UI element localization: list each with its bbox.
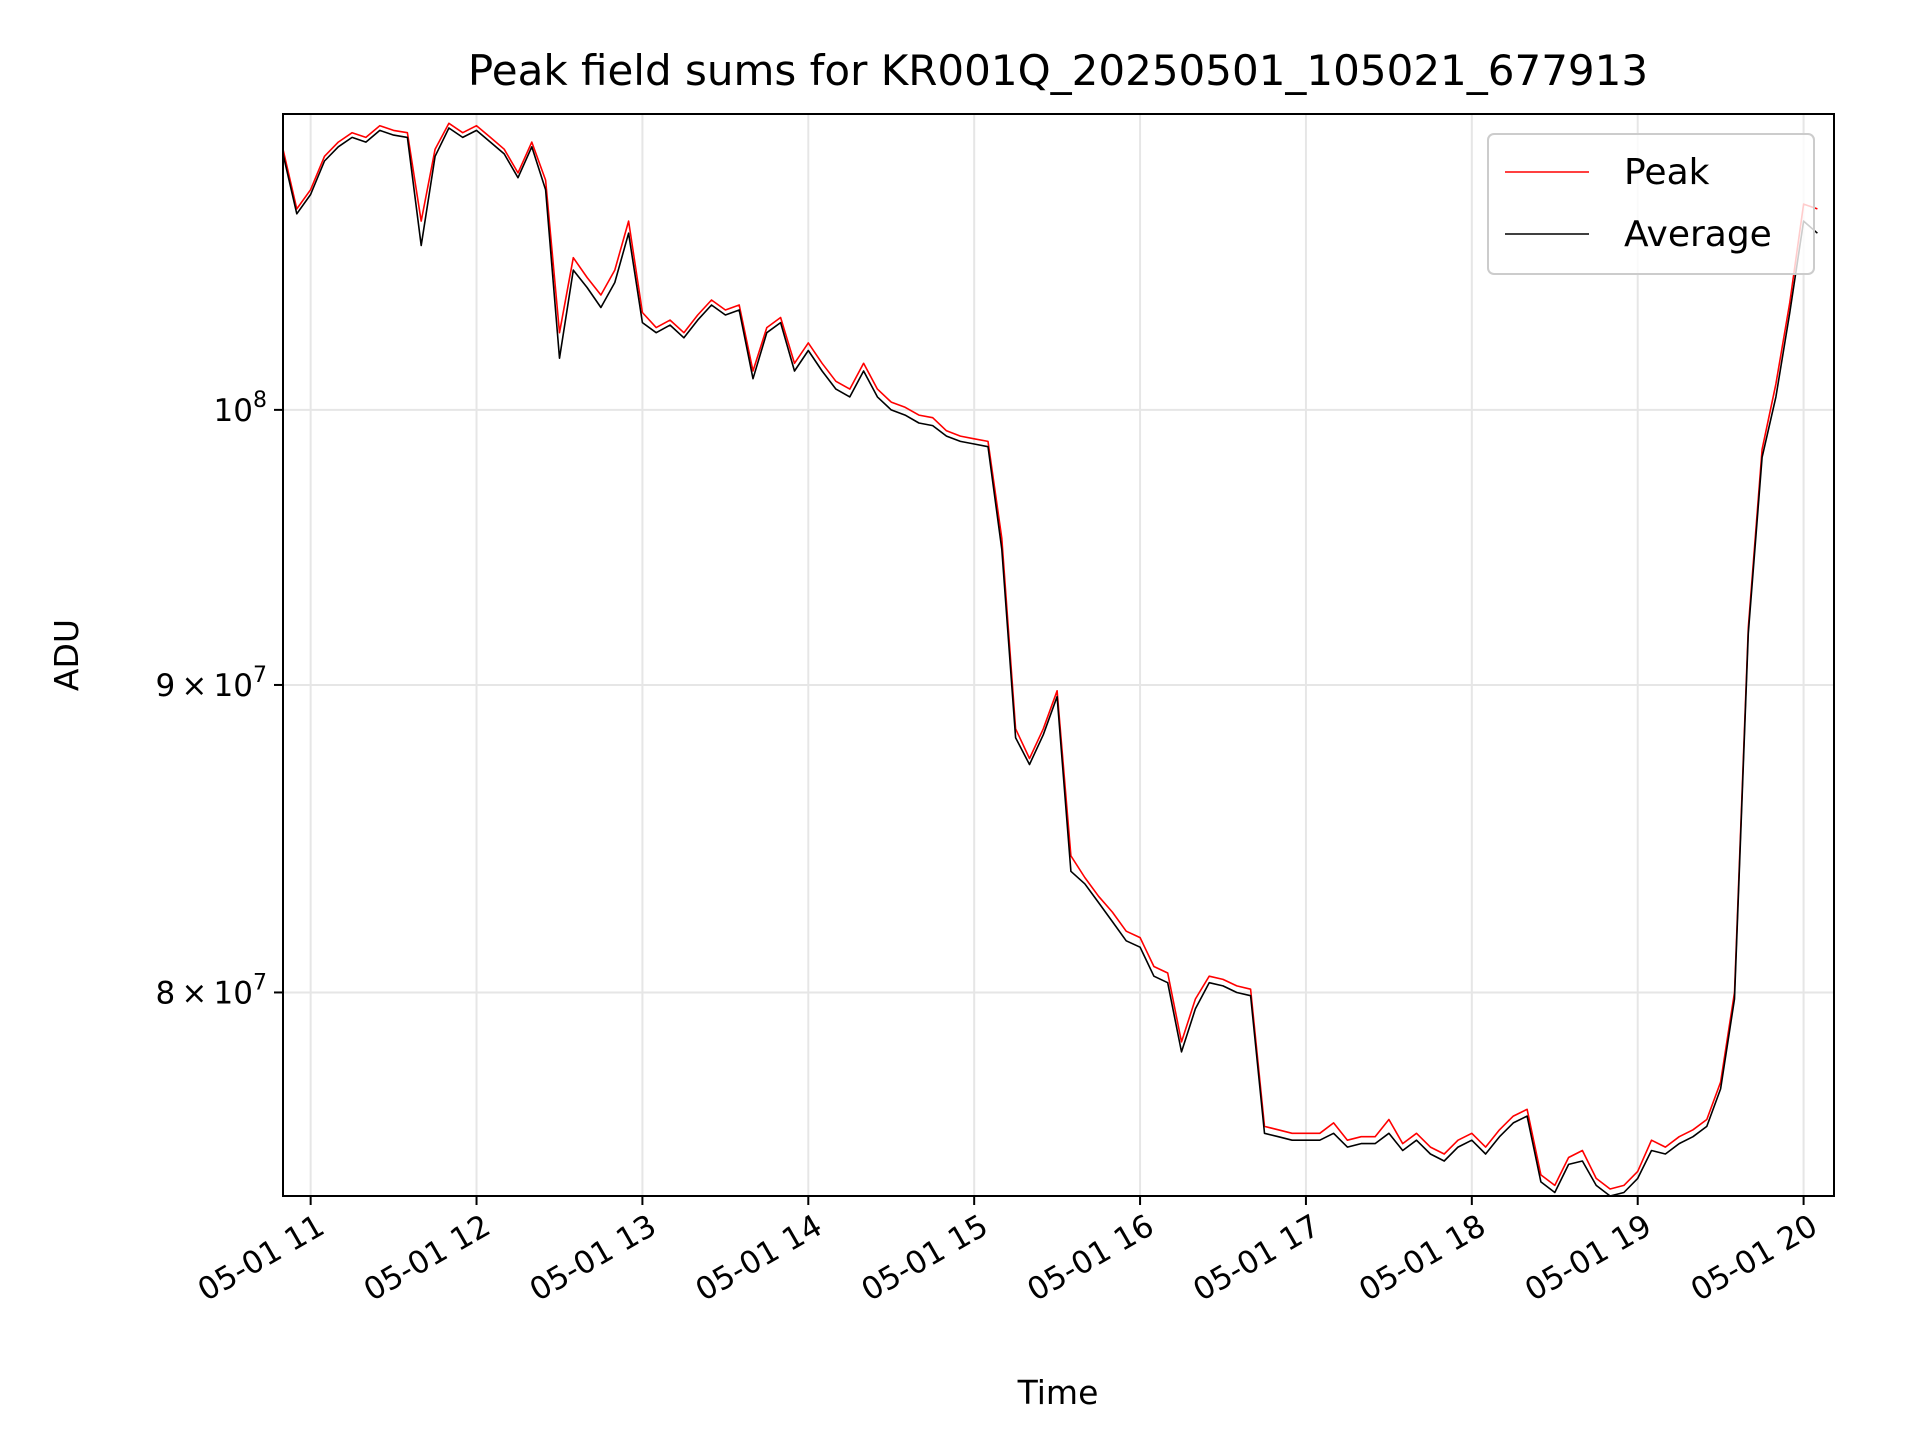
plot-lines xyxy=(282,122,1818,1197)
legend: Peak Average xyxy=(1487,133,1815,275)
grid xyxy=(283,114,1834,1196)
x-tick-label: 05-01 11 xyxy=(192,1208,331,1309)
y-axis: 8 × 107 9 × 107 108 xyxy=(155,388,283,1011)
chart-title: Peak field sums for KR001Q_20250501_1050… xyxy=(468,46,1648,95)
y-tick-label: 108 xyxy=(214,388,267,429)
x-tick-label: 05-01 14 xyxy=(690,1208,829,1309)
y-tick-label: 8 × 107 xyxy=(155,970,267,1011)
x-axis: 05-01 11 05-01 12 05-01 13 05-01 14 05-01 15… xyxy=(192,1196,1824,1309)
x-tick-label: 05-01 13 xyxy=(524,1208,663,1309)
y-tick-label: 9 × 107 xyxy=(155,663,267,704)
x-tick-label: 05-01 15 xyxy=(855,1208,994,1309)
series-line-average xyxy=(282,127,1818,1197)
x-axis-title: Time xyxy=(1017,1373,1099,1412)
legend-label-average: Average xyxy=(1624,214,1772,255)
x-tick-label: 05-01 16 xyxy=(1021,1208,1160,1309)
series-line-peak xyxy=(282,122,1818,1190)
y-axis-title: ADU xyxy=(47,619,86,691)
x-tick-label: 05-01 18 xyxy=(1353,1208,1492,1309)
legend-box xyxy=(1487,133,1815,275)
legend-label-peak: Peak xyxy=(1624,152,1710,193)
x-tick-label: 05-01 12 xyxy=(358,1208,497,1309)
plot-area-frame xyxy=(282,113,1835,1197)
x-tick-label: 05-01 19 xyxy=(1519,1208,1658,1309)
x-tick-label: 05-01 20 xyxy=(1685,1208,1824,1309)
x-tick-label: 05-01 17 xyxy=(1187,1208,1326,1309)
